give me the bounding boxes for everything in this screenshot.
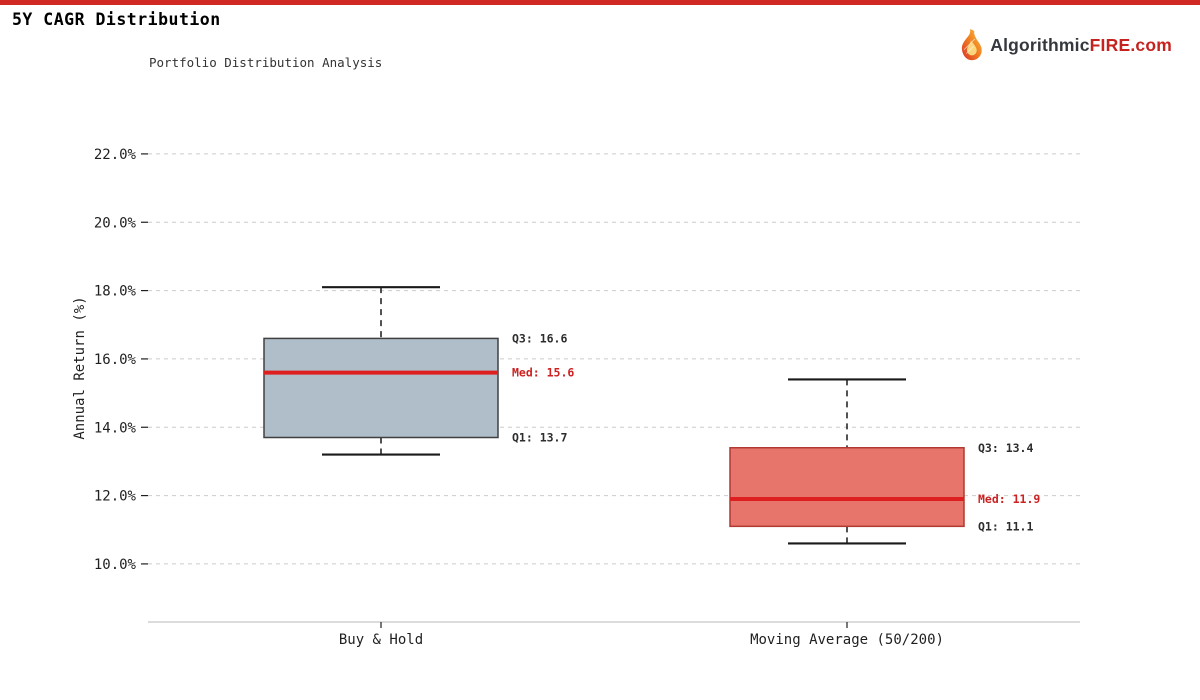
y-tick-label: 14.0% xyxy=(94,420,137,436)
logo-text: AlgorithmicFIRE.com xyxy=(990,35,1172,56)
top-accent-bar xyxy=(0,0,1200,5)
site-logo[interactable]: AlgorithmicFIRE.com xyxy=(955,28,1172,62)
annotation-median-0: Med: 15.6 xyxy=(512,366,574,380)
boxplot-box-0 xyxy=(263,337,499,439)
y-tick-label: 20.0% xyxy=(94,215,137,231)
y-axis-label: Annual Return (%) xyxy=(72,296,88,439)
y-tick-label: 18.0% xyxy=(94,284,137,300)
y-tick-label: 12.0% xyxy=(94,489,137,505)
annotation-q1-1: Q1: 11.1 xyxy=(978,519,1033,533)
y-tick-label: 10.0% xyxy=(94,557,137,573)
y-tick-label: 22.0% xyxy=(94,147,137,163)
x-category-label-0: Buy & Hold xyxy=(339,632,423,648)
logo-text-fire: FIRE xyxy=(1089,34,1131,55)
annotation-median-1: Med: 11.9 xyxy=(978,492,1040,506)
page-title: 5Y CAGR Distribution xyxy=(12,10,221,29)
flame-icon xyxy=(955,28,985,62)
y-tick-label: 16.0% xyxy=(94,352,137,368)
annotation-q3-0: Q3: 16.6 xyxy=(512,331,567,345)
chart-title: Portfolio Distribution Analysis xyxy=(149,55,383,70)
boxplot-box-1 xyxy=(729,447,965,528)
annotation-q1-0: Q1: 13.7 xyxy=(512,431,567,445)
x-category-label-1: Moving Average (50/200) xyxy=(750,632,944,648)
annotation-q3-1: Q3: 13.4 xyxy=(978,441,1033,455)
logo-text-algorithmic: Algorithmic xyxy=(990,34,1090,55)
logo-text-com: .com xyxy=(1130,34,1172,55)
